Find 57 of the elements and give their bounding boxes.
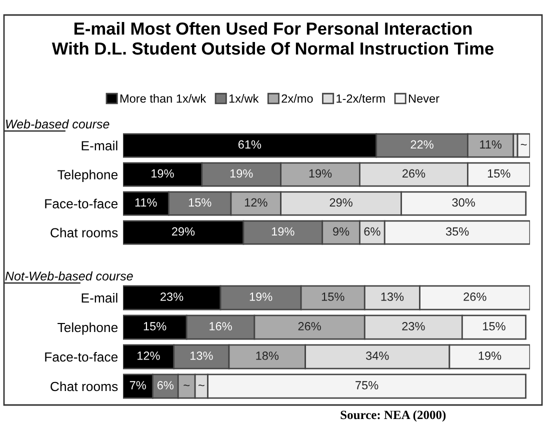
- data-label: 15%: [188, 198, 212, 207]
- data-label: 19%: [250, 292, 272, 301]
- data-label: 15%: [483, 322, 506, 330]
- legend-label: More than 1x/wk: [120, 94, 206, 103]
- data-label: 15%: [322, 292, 344, 301]
- data-label: 26%: [402, 169, 426, 178]
- data-label: 19%: [478, 352, 502, 360]
- legend-label: 1x/wk: [229, 94, 259, 103]
- data-label: 19%: [230, 169, 253, 178]
- data-label: 29%: [330, 198, 352, 207]
- y-tick-label: Face-to-face: [45, 198, 118, 208]
- data-label: 11%: [480, 140, 502, 149]
- data-label: 12%: [138, 352, 160, 360]
- data-label: ~: [184, 384, 190, 386]
- data-label: 15%: [144, 322, 166, 330]
- data-label: 75%: [356, 381, 378, 390]
- data-label: 19%: [152, 169, 174, 178]
- data-label: 19%: [272, 227, 294, 236]
- data-label: 30%: [452, 198, 475, 207]
- data-label: 23%: [402, 322, 425, 330]
- data-label: 19%: [309, 169, 332, 178]
- data-label: 6%: [157, 381, 174, 390]
- data-label: 29%: [172, 227, 195, 236]
- source-note: Source: NEA (2000): [340, 410, 446, 422]
- y-tick-label: Telephone: [58, 170, 118, 182]
- data-label: 16%: [210, 322, 232, 330]
- data-label: 15%: [488, 169, 510, 178]
- text: Not-Web-based course: [5, 271, 133, 281]
- data-label: 6%: [364, 227, 380, 236]
- data-label: 26%: [298, 322, 321, 330]
- data-label: 34%: [366, 352, 389, 360]
- data-label: 9%: [333, 227, 350, 236]
- data-label: 12%: [244, 198, 268, 207]
- data-label: ~: [198, 384, 204, 386]
- data-label: 26%: [464, 292, 486, 301]
- bar: [516, 133, 530, 158]
- data-label: 22%: [410, 140, 434, 149]
- y-tick-label: Face-to-face: [45, 352, 118, 362]
- data-label: 35%: [446, 227, 469, 236]
- data-label: 61%: [238, 140, 262, 149]
- data-label: ~: [520, 144, 527, 146]
- legend-label: 2x/mo: [282, 94, 313, 103]
- data-label: 23%: [160, 292, 184, 301]
- y-tick-label: Chat rooms: [50, 228, 118, 238]
- data-label: 7%: [130, 381, 146, 390]
- y-tick-label: E-mail: [82, 140, 118, 150]
- legend-label: 1-2x/term: [336, 94, 385, 103]
- y-tick-label: E-mail: [82, 292, 118, 303]
- data-label: 18%: [256, 352, 279, 360]
- y-tick-label: Telephone: [58, 322, 118, 335]
- chart-title: E-mail Most Often Used For Personal Interaction With D.L. Student Outside Of Normal Instruction Time: [52, 22, 494, 55]
- data-label: 13%: [381, 292, 404, 301]
- text: Web-based course: [6, 119, 110, 129]
- legend-label: Never: [408, 94, 440, 103]
- data-label: 11%: [135, 198, 157, 207]
- y-tick-label: Chat rooms: [50, 381, 118, 392]
- data-label: 13%: [190, 352, 213, 360]
